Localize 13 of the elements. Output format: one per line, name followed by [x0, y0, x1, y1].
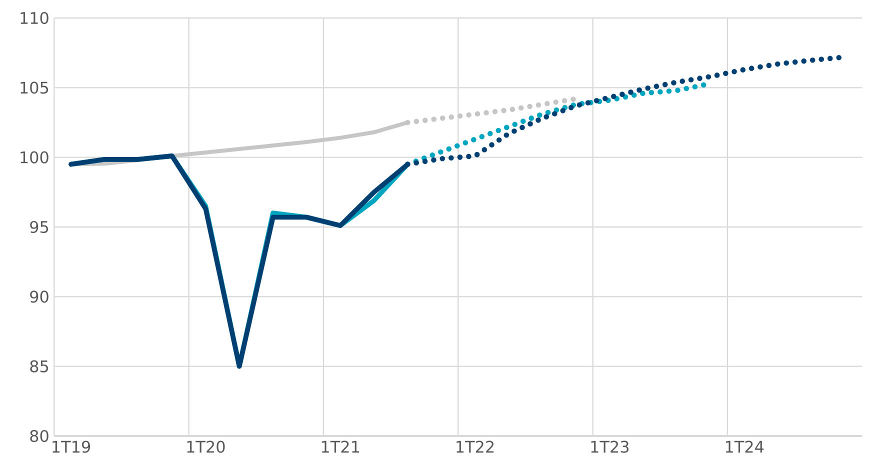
y-tick-label: 110: [20, 12, 48, 24]
x-tick-label: 1T20: [187, 440, 225, 453]
y-tick-label: 80: [30, 430, 48, 442]
x-tick-label: 1T21: [322, 440, 360, 453]
y-tick-label: 95: [30, 220, 48, 234]
y-tick-label: 90: [30, 290, 48, 303]
x-tick-label: 1T23: [591, 440, 629, 453]
y-tick-label: 100: [20, 151, 48, 164]
x-tick-label: 1T19: [52, 440, 90, 453]
y-tick-label: 105: [20, 82, 48, 94]
x-tick-label: 1T24: [726, 440, 764, 453]
x-tick-label: 1T22: [456, 440, 494, 453]
y-tick-label: 85: [30, 360, 48, 372]
